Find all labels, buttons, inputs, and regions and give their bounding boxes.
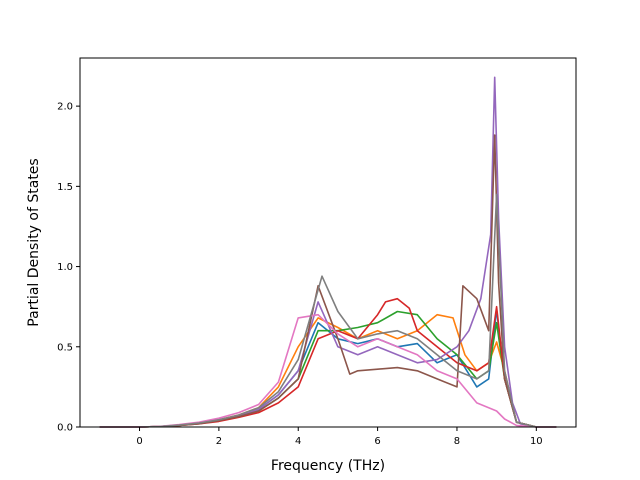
y-tick-label: 1.5: [57, 182, 73, 193]
x-tick-label: 10: [530, 436, 543, 447]
x-tick-label: 6: [374, 436, 380, 447]
x-tick-label: 8: [454, 436, 460, 447]
y-axis-ticks: 0.0 0.5 1.0 1.5 2.0: [57, 102, 80, 434]
series-line-8: [99, 193, 557, 428]
y-tick-label: 0.5: [57, 342, 73, 353]
x-tick-label: 2: [216, 436, 222, 447]
y-axis-label: Partial Density of States: [26, 158, 42, 326]
y-tick-label: 1.0: [57, 262, 73, 273]
x-tick-label: 4: [295, 436, 301, 447]
x-tick-label: 0: [136, 436, 142, 447]
x-axis-ticks: 0 2 4 6 8 10: [136, 427, 543, 447]
x-axis-label: Frequency (THz): [271, 458, 385, 474]
y-tick-label: 2.0: [57, 102, 73, 113]
series-layer: [99, 76, 557, 428]
y-tick-label: 0.0: [57, 423, 73, 434]
plot-frame: [79, 57, 577, 428]
